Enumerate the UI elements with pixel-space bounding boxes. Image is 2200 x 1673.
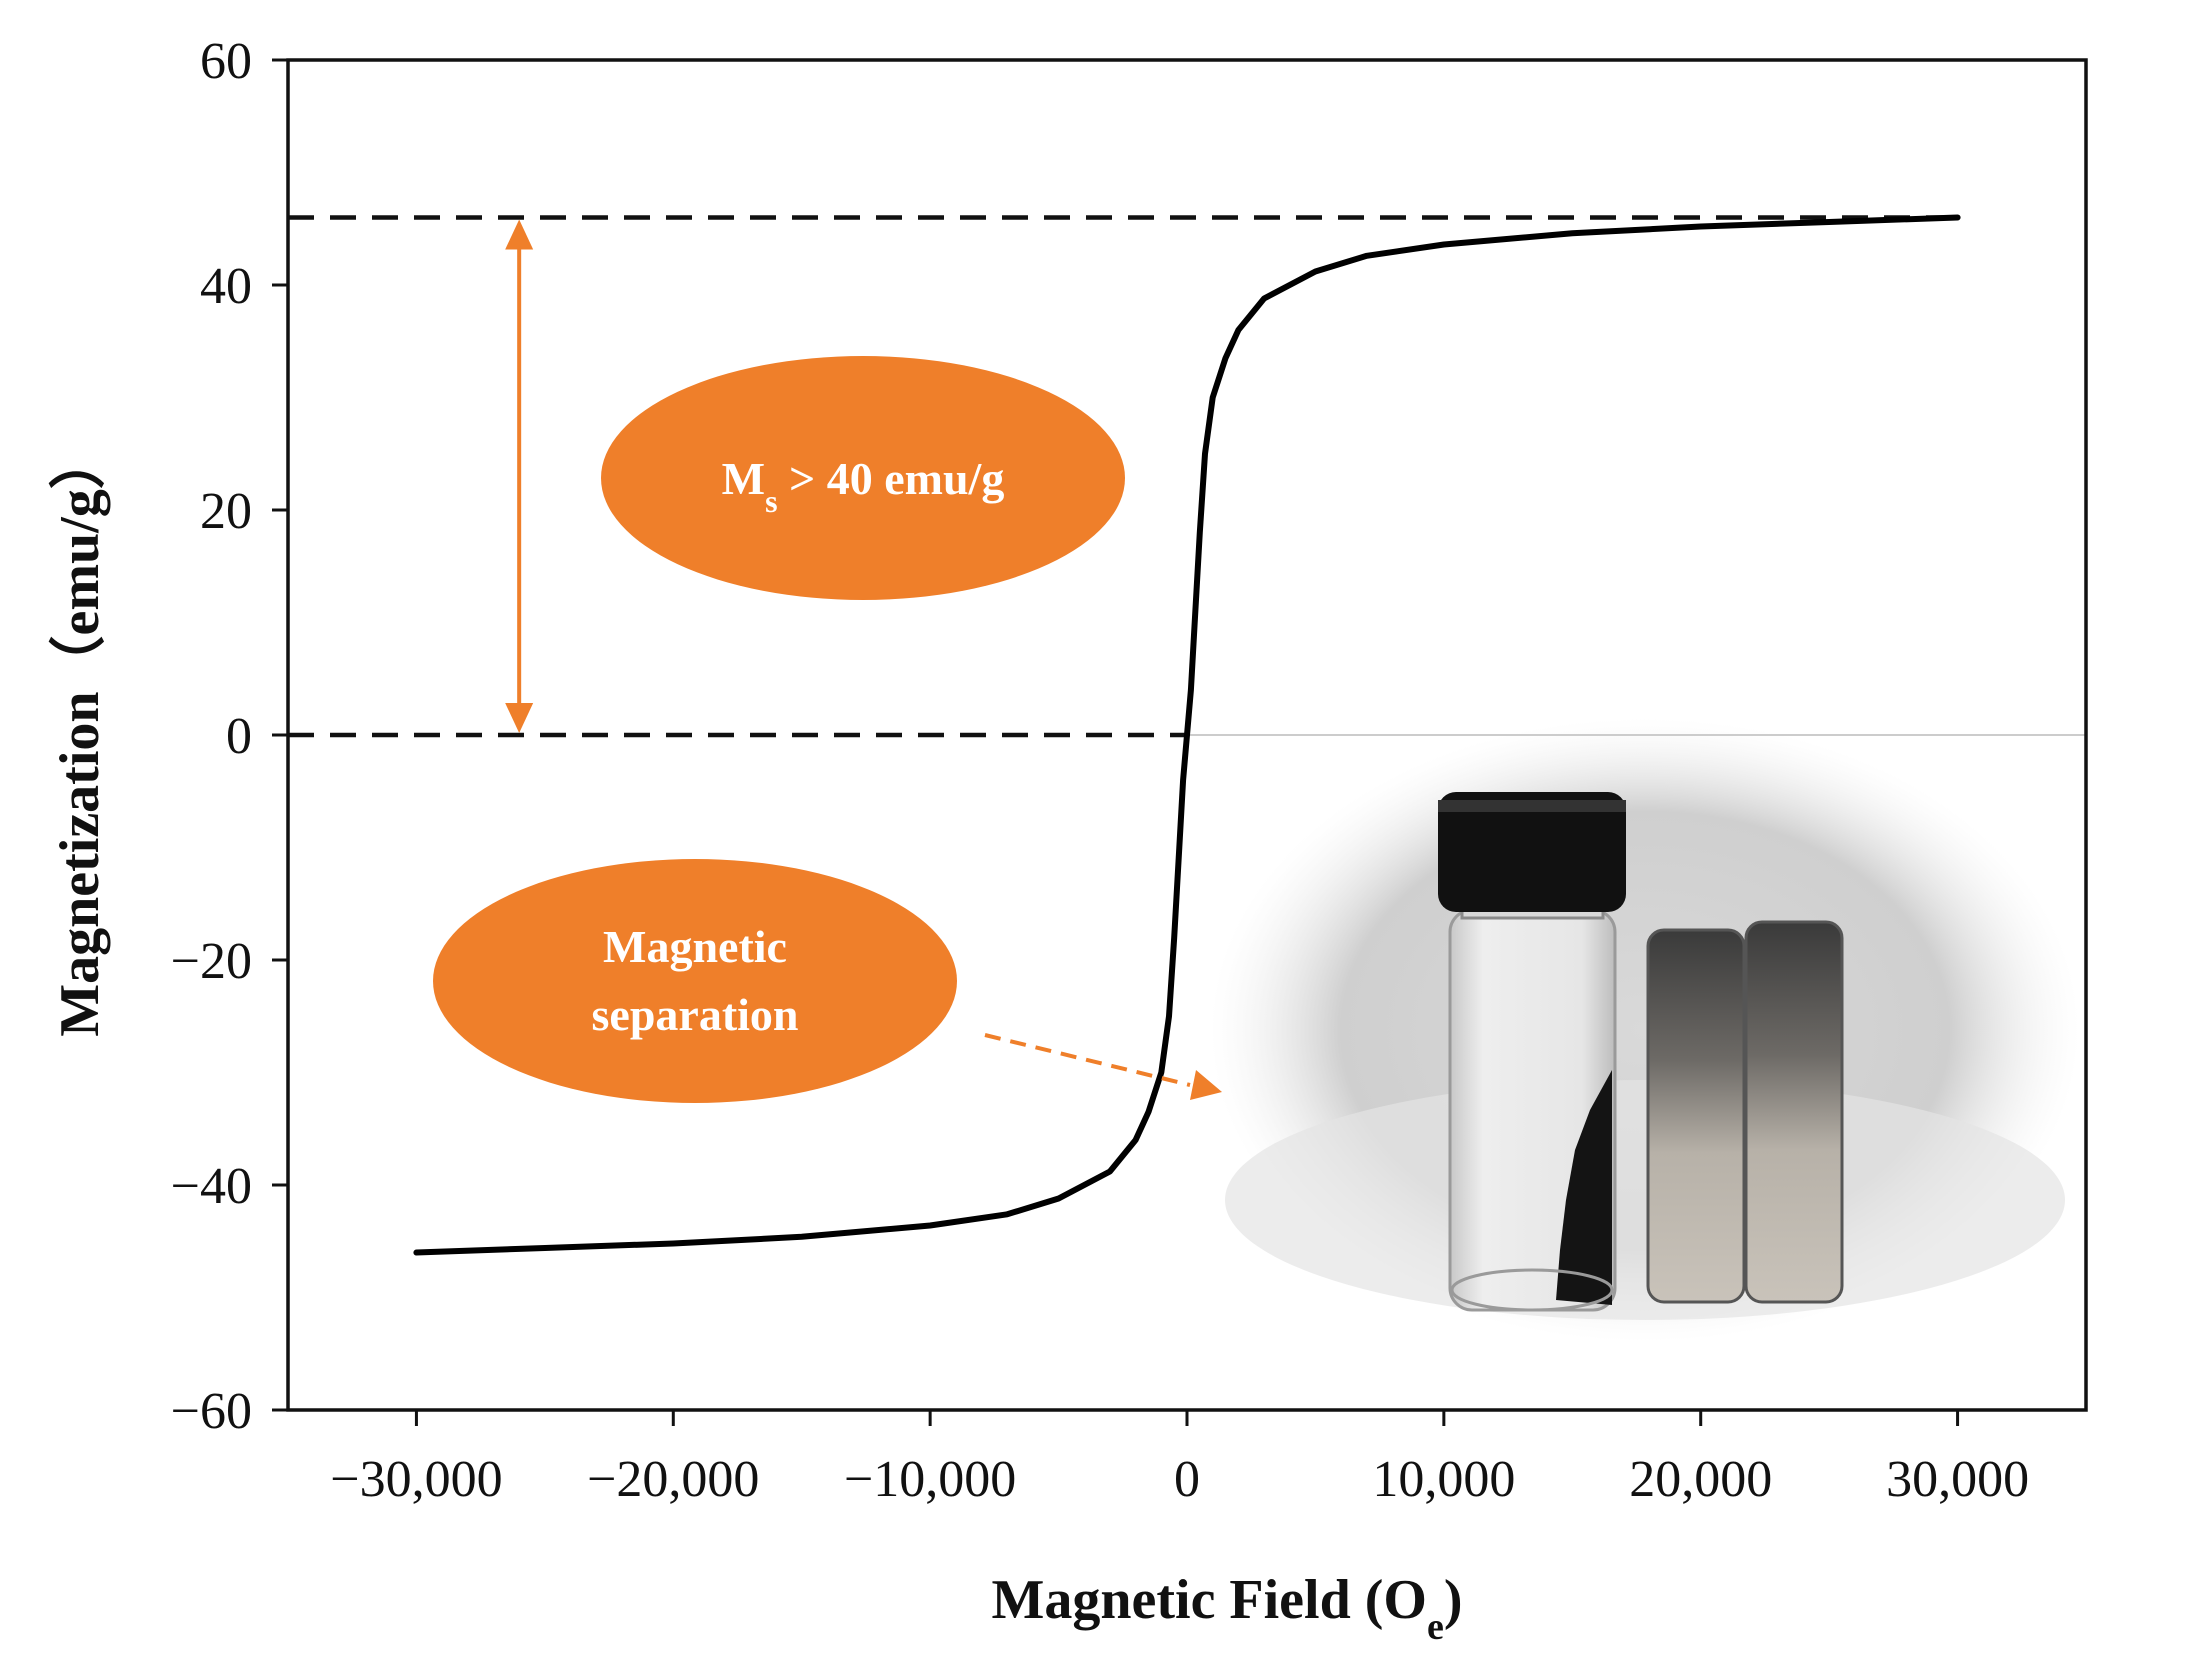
separation-badge <box>433 859 957 1103</box>
y-tick-label: 40 <box>200 258 252 315</box>
y-tick-label: 20 <box>200 483 252 540</box>
y-tick-label: −20 <box>171 933 252 990</box>
x-tick-label: 30,000 <box>1886 1451 2029 1508</box>
x-axis-title: Magnetic Field (Oe) <box>992 1569 1463 1648</box>
separation-pointer-line <box>984 1033 1191 1087</box>
y-tick-label: 0 <box>226 708 252 765</box>
separation-badge-line1: Magnetic <box>603 921 787 972</box>
y-axis-title: Magnetization（emu/g） <box>48 433 111 1036</box>
separation-badge-line2: separation <box>592 989 799 1040</box>
magnet-left <box>1646 928 1746 1304</box>
y-tick-label: −60 <box>171 1383 252 1440</box>
vial-bottom <box>1450 1268 1614 1312</box>
data-series-line <box>413 214 1961 1256</box>
magnet-right <box>1744 920 1844 1304</box>
y-tick-label: 60 <box>200 33 252 90</box>
photo-table-surface <box>1225 1080 2065 1320</box>
x-tick-label: −20,000 <box>587 1451 759 1508</box>
x-tick-label: −10,000 <box>844 1451 1016 1508</box>
photo-inset <box>1210 718 2080 1342</box>
x-tick-label: 10,000 <box>1372 1451 1515 1508</box>
ms-badge-text: Ms > 40 emu/g <box>722 453 1005 519</box>
ms-arrow-head-bottom <box>505 703 534 733</box>
y-tick-label: −40 <box>171 1158 252 1215</box>
ms-arrow-head-top <box>505 219 534 250</box>
vial-cap-band <box>1438 800 1626 812</box>
x-tick-label: 20,000 <box>1629 1451 1772 1508</box>
vial-cap <box>1438 792 1626 912</box>
x-tick-label: 0 <box>1174 1451 1200 1508</box>
separation-pointer-head <box>1190 1070 1222 1100</box>
x-tick-label: −30,000 <box>330 1451 502 1508</box>
ms-badge <box>601 356 1125 600</box>
magnetic-powder <box>1556 1070 1612 1305</box>
